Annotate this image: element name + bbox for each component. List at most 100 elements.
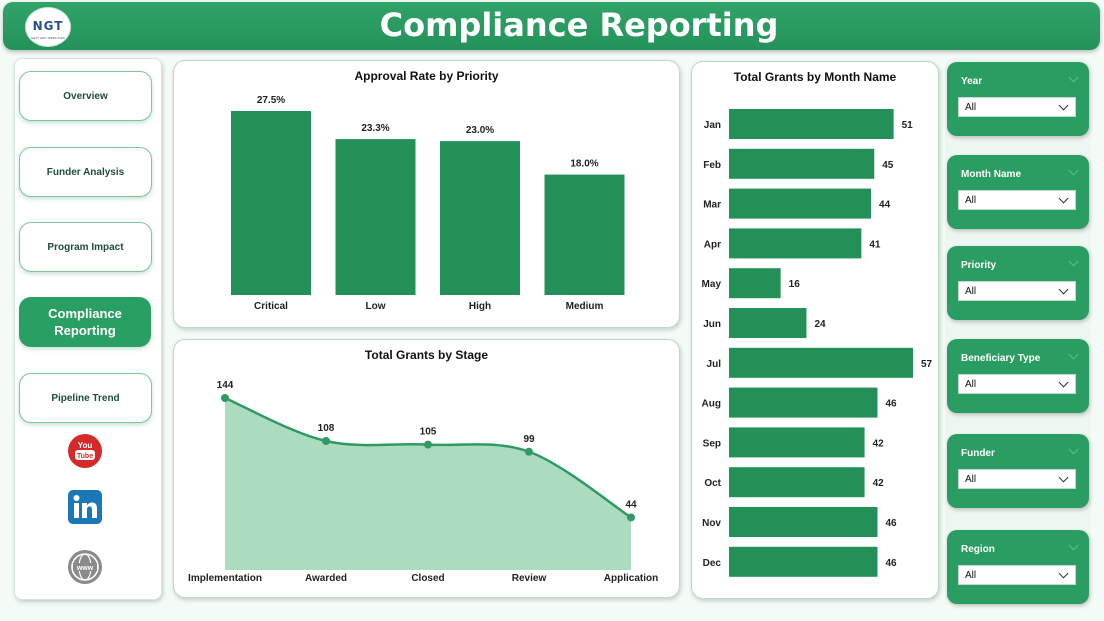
grants-by-stage-area-chart: 144 Implementation 108 Awarded 105 Closed 99 Re… xyxy=(188,380,658,584)
bar xyxy=(440,141,520,295)
y-tick-label: May xyxy=(702,279,722,290)
chevron-down-icon[interactable] xyxy=(1068,540,1079,551)
x-tick-label: Application xyxy=(604,573,658,584)
dropdown-value: All xyxy=(965,473,977,485)
data-label: 108 xyxy=(318,423,335,434)
data-label: 46 xyxy=(885,518,897,529)
data-label: 16 xyxy=(789,279,801,290)
y-tick-label: Jun xyxy=(703,319,721,330)
x-tick-label: Review xyxy=(512,573,547,584)
data-point xyxy=(525,447,533,456)
slicer-label: Beneficiary Type xyxy=(961,353,1041,364)
bar xyxy=(729,507,878,537)
slicer-label: Priority xyxy=(961,260,997,271)
nav-item-label: Compliance Reporting xyxy=(48,306,122,338)
year-dropdown[interactable]: All xyxy=(958,97,1076,117)
data-point xyxy=(627,513,635,522)
x-tick-label: Awarded xyxy=(305,573,347,584)
nav-item-label: Overview xyxy=(63,90,108,102)
youtube-icon[interactable]: You Tube xyxy=(67,433,103,469)
y-tick-label: Apr xyxy=(704,239,721,250)
logo: NGT NEXT GEN TEMPLATES xyxy=(25,7,71,47)
data-point xyxy=(221,394,229,402)
data-label: 144 xyxy=(217,380,234,391)
nav-item-program-impact[interactable]: Program Impact xyxy=(19,222,152,272)
slicer-priority: Priority All xyxy=(947,246,1089,320)
y-tick-label: Feb xyxy=(703,160,721,171)
dropdown-value: All xyxy=(965,194,977,206)
bar xyxy=(729,546,878,577)
data-label: 99 xyxy=(523,434,535,445)
data-label: 57 xyxy=(921,359,933,370)
linkedin-icon[interactable] xyxy=(67,489,103,525)
website-icon[interactable]: www xyxy=(67,549,103,585)
svg-text:www: www xyxy=(76,565,94,572)
x-tick-label: Implementation xyxy=(188,573,262,584)
grants-by-month-bar-chart: Jan 51 Feb 45 Mar 44 Apr 41 May 16 Jun 24 Jul 57 Aug 46… xyxy=(702,109,933,577)
data-label: 23.0% xyxy=(466,125,494,136)
chevron-down-icon[interactable] xyxy=(1068,349,1079,360)
data-label: 51 xyxy=(902,120,914,131)
y-tick-label: Jul xyxy=(707,359,722,370)
chart-title: Approval Rate by Priority xyxy=(354,69,499,83)
beneficiary-type-dropdown[interactable]: All xyxy=(958,374,1076,394)
x-tick-label: Critical xyxy=(254,301,288,312)
region-dropdown[interactable]: All xyxy=(958,565,1076,585)
chevron-down-icon xyxy=(1058,377,1069,388)
data-label: 42 xyxy=(873,438,885,449)
priority-dropdown[interactable]: All xyxy=(958,281,1076,301)
bar xyxy=(729,427,865,458)
bar xyxy=(729,188,872,219)
svg-text:Tube: Tube xyxy=(77,453,93,460)
logo-subtext: NEXT GEN TEMPLATES xyxy=(31,36,65,40)
x-tick-label: Medium xyxy=(566,301,604,312)
data-label: 44 xyxy=(879,200,891,211)
data-point xyxy=(322,437,330,445)
dropdown-value: All xyxy=(965,378,977,390)
month-name-dropdown[interactable]: All xyxy=(958,190,1076,210)
bar xyxy=(544,174,625,295)
slicer-beneficiary-type: Beneficiary Type All xyxy=(947,339,1089,413)
chevron-down-icon xyxy=(1058,193,1069,204)
data-label: 27.5% xyxy=(257,95,285,106)
y-tick-label: Oct xyxy=(704,478,721,489)
nav-item-overview[interactable]: Overview xyxy=(19,71,152,121)
slicer-label: Funder xyxy=(961,448,995,459)
slicer-panel xyxy=(945,58,1091,605)
dropdown-value: All xyxy=(965,285,977,297)
chevron-down-icon[interactable] xyxy=(1068,72,1079,83)
page-title: Compliance Reporting xyxy=(379,6,779,44)
y-tick-label: Aug xyxy=(702,399,721,410)
bar xyxy=(729,387,878,418)
nav-item-label: Program Impact xyxy=(47,241,124,253)
bar xyxy=(729,347,913,378)
header-bar: NGT NEXT GEN TEMPLATES Compliance Report… xyxy=(3,2,1100,50)
nav-panel: Overview Funder Analysis Program Impact … xyxy=(14,58,162,600)
nav-item-label: Pipeline Trend xyxy=(51,392,120,404)
chevron-down-icon[interactable] xyxy=(1068,256,1079,267)
data-label: 41 xyxy=(869,239,881,250)
svg-text:You: You xyxy=(78,441,93,450)
chevron-down-icon xyxy=(1058,100,1069,111)
data-label: 45 xyxy=(882,160,894,171)
data-label: 46 xyxy=(885,399,897,410)
bar xyxy=(729,148,875,179)
grants-by-month-card: Total Grants by Month Name Jan 51 Feb 45 Mar… xyxy=(691,61,939,599)
chevron-down-icon[interactable] xyxy=(1068,165,1079,176)
nav-item-pipeline-trend[interactable]: Pipeline Trend xyxy=(19,373,152,423)
approval-rate-bar-chart: 27.5% Critical 23.3% Low 23.0% High 18.0% Mediu… xyxy=(231,95,625,312)
logo-text: NGT xyxy=(32,19,64,33)
chevron-down-icon[interactable] xyxy=(1068,444,1079,455)
approval-rate-card: Approval Rate by Priority 27.5% Critical 2… xyxy=(173,60,680,328)
data-label: 24 xyxy=(814,319,826,330)
bar xyxy=(729,109,894,139)
nav-item-funder-analysis[interactable]: Funder Analysis xyxy=(19,147,152,197)
chevron-down-icon xyxy=(1058,472,1069,483)
nav-item-compliance-reporting[interactable]: Compliance Reporting xyxy=(19,297,151,347)
slicer-label: Month Name xyxy=(961,169,1021,180)
bar xyxy=(729,467,865,498)
data-label: 44 xyxy=(625,499,637,510)
slicer-month-name: Month Name All xyxy=(947,155,1089,229)
funder-dropdown[interactable]: All xyxy=(958,469,1076,489)
